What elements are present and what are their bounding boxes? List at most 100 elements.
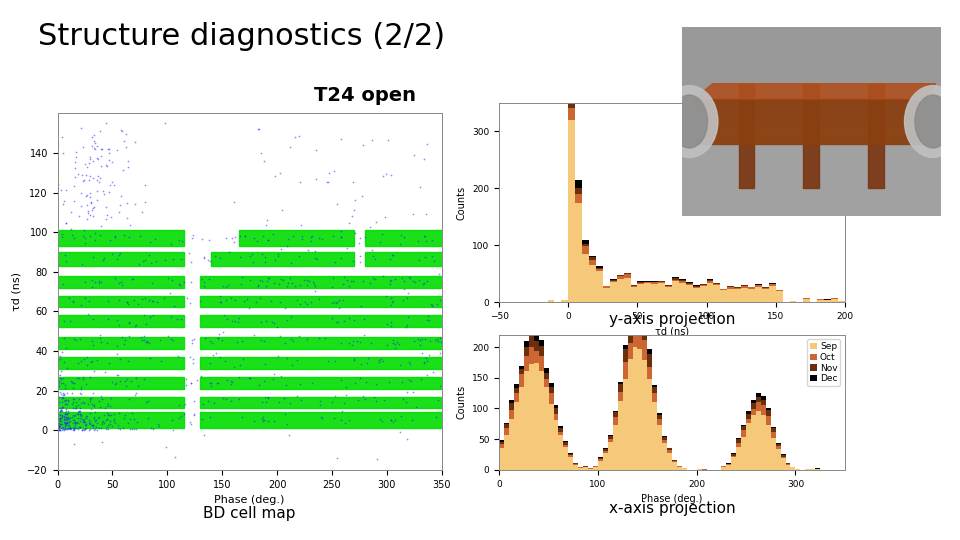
Point [164,275,180,284]
Point [66,182,82,191]
Bar [578,468,583,470]
Bar [868,84,884,187]
Point [171,352,186,360]
Bar [736,447,741,470]
Point [74,411,89,420]
Point [55,133,70,141]
Point [143,354,158,362]
Bar [736,440,741,443]
Bar [499,444,504,448]
Point [111,207,127,216]
Point [203,379,218,387]
Point [52,416,67,425]
Bar [519,387,524,470]
Point [66,234,82,242]
Point [74,426,89,434]
Point [252,125,267,133]
Point [90,172,106,180]
Point [68,403,84,412]
Point [77,399,92,407]
Point [277,339,293,347]
Bar [700,284,707,285]
Bar [647,349,652,354]
Point [264,318,279,326]
Bar [575,202,582,302]
Point [85,204,101,213]
Point [329,298,345,307]
Point [119,143,134,151]
Point [67,404,83,413]
Point [174,255,189,264]
Point [92,276,108,285]
Point [57,390,72,399]
Point [53,410,68,419]
Point [128,391,143,400]
Point [102,181,117,190]
Point [58,424,73,433]
Point [228,316,243,325]
Point [224,377,239,386]
Point [58,419,73,428]
Point [61,423,77,432]
Point [137,198,153,207]
Point [307,281,323,290]
Point [119,129,134,138]
Point [261,274,276,282]
Point [231,373,247,381]
Point [84,421,100,430]
Bar [509,403,514,410]
Point [415,335,430,343]
Point [66,411,82,420]
Point [77,415,92,424]
Point [396,394,411,403]
Point [213,298,228,307]
Point [57,316,72,325]
Bar [751,409,756,415]
Point [86,144,102,152]
Bar [694,99,927,144]
Bar [603,448,608,449]
Bar [647,367,652,379]
Point [300,335,315,343]
Point [420,140,435,149]
Bar [547,300,555,302]
Bar [617,384,623,392]
Point [54,424,69,433]
Point [58,421,73,430]
Point [64,400,80,408]
Point [83,211,98,220]
Point [293,178,308,186]
Point [341,339,356,348]
Point [52,407,67,415]
Point [60,408,76,417]
Bar [762,289,769,302]
Point [126,275,141,284]
Bar [658,425,662,470]
Point [59,424,74,433]
Point [239,294,254,303]
Bar [662,436,667,437]
Bar [534,352,539,363]
Point [276,394,291,402]
Bar [748,289,755,302]
Point [84,205,100,214]
Bar [534,334,539,341]
Point [83,419,98,428]
Point [51,421,66,430]
Point [76,354,91,363]
Point [339,276,354,285]
Point [230,318,246,327]
Bar [598,458,603,459]
Point [56,403,71,412]
Point [344,277,359,286]
Point [241,374,256,383]
Point [52,410,67,419]
Bar [598,459,603,461]
Point [260,417,276,426]
Point [103,236,118,245]
Bar [713,282,720,283]
Point [72,423,87,431]
Point [56,425,71,434]
Point [270,352,285,361]
Bar [543,373,548,380]
